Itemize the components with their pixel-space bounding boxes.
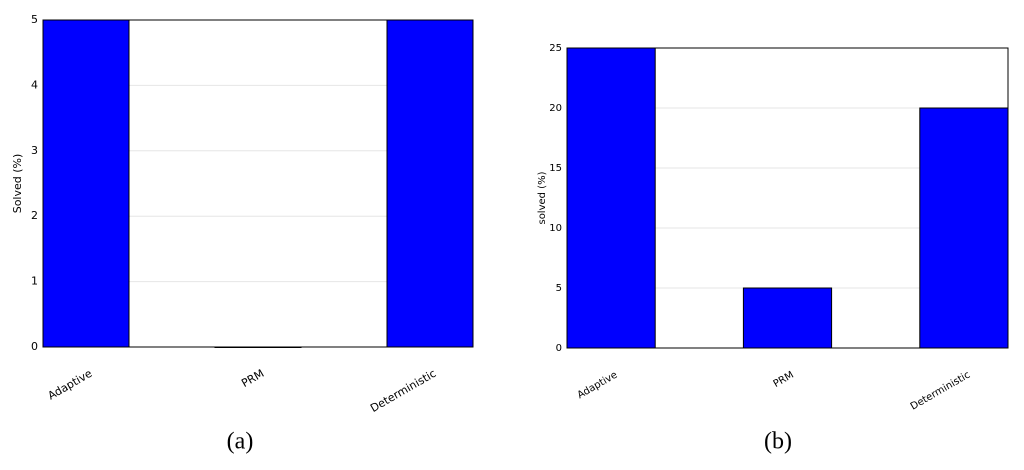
y-tick-label: 5 xyxy=(31,13,38,26)
y-tick-label: 3 xyxy=(31,144,38,157)
x-tick-label: Adaptive xyxy=(46,367,95,403)
bar xyxy=(742,287,833,349)
x-tick-label: PRM xyxy=(772,370,796,390)
caption: (b) xyxy=(764,429,792,455)
plot-frame xyxy=(566,47,1009,349)
x-tick-label: Adaptive xyxy=(576,370,620,402)
y-tick-label: 20 xyxy=(549,103,562,114)
x-tick-label: PRM xyxy=(239,367,266,390)
plot-frame xyxy=(42,19,474,348)
y-tick-label: 0 xyxy=(31,340,38,353)
y-tick-label: 25 xyxy=(549,43,562,54)
bar xyxy=(42,19,130,348)
bar xyxy=(919,107,1009,349)
y-axis-label: Solved (%) xyxy=(11,154,24,214)
bar xyxy=(386,19,474,348)
y-tick-label: 0 xyxy=(556,343,562,354)
x-tick-label: Deterministic xyxy=(909,370,972,413)
caption: (a) xyxy=(227,429,254,455)
y-tick-label: 4 xyxy=(31,78,38,91)
y-tick-label: 5 xyxy=(556,283,562,294)
y-axis-label: solved (%) xyxy=(537,171,548,224)
y-tick-label: 10 xyxy=(549,223,562,234)
y-tick-label: 15 xyxy=(549,163,562,174)
x-tick-label: Deterministic xyxy=(368,367,438,415)
y-tick-label: 2 xyxy=(31,209,38,222)
y-tick-label: 1 xyxy=(31,275,38,288)
bar xyxy=(566,47,656,349)
